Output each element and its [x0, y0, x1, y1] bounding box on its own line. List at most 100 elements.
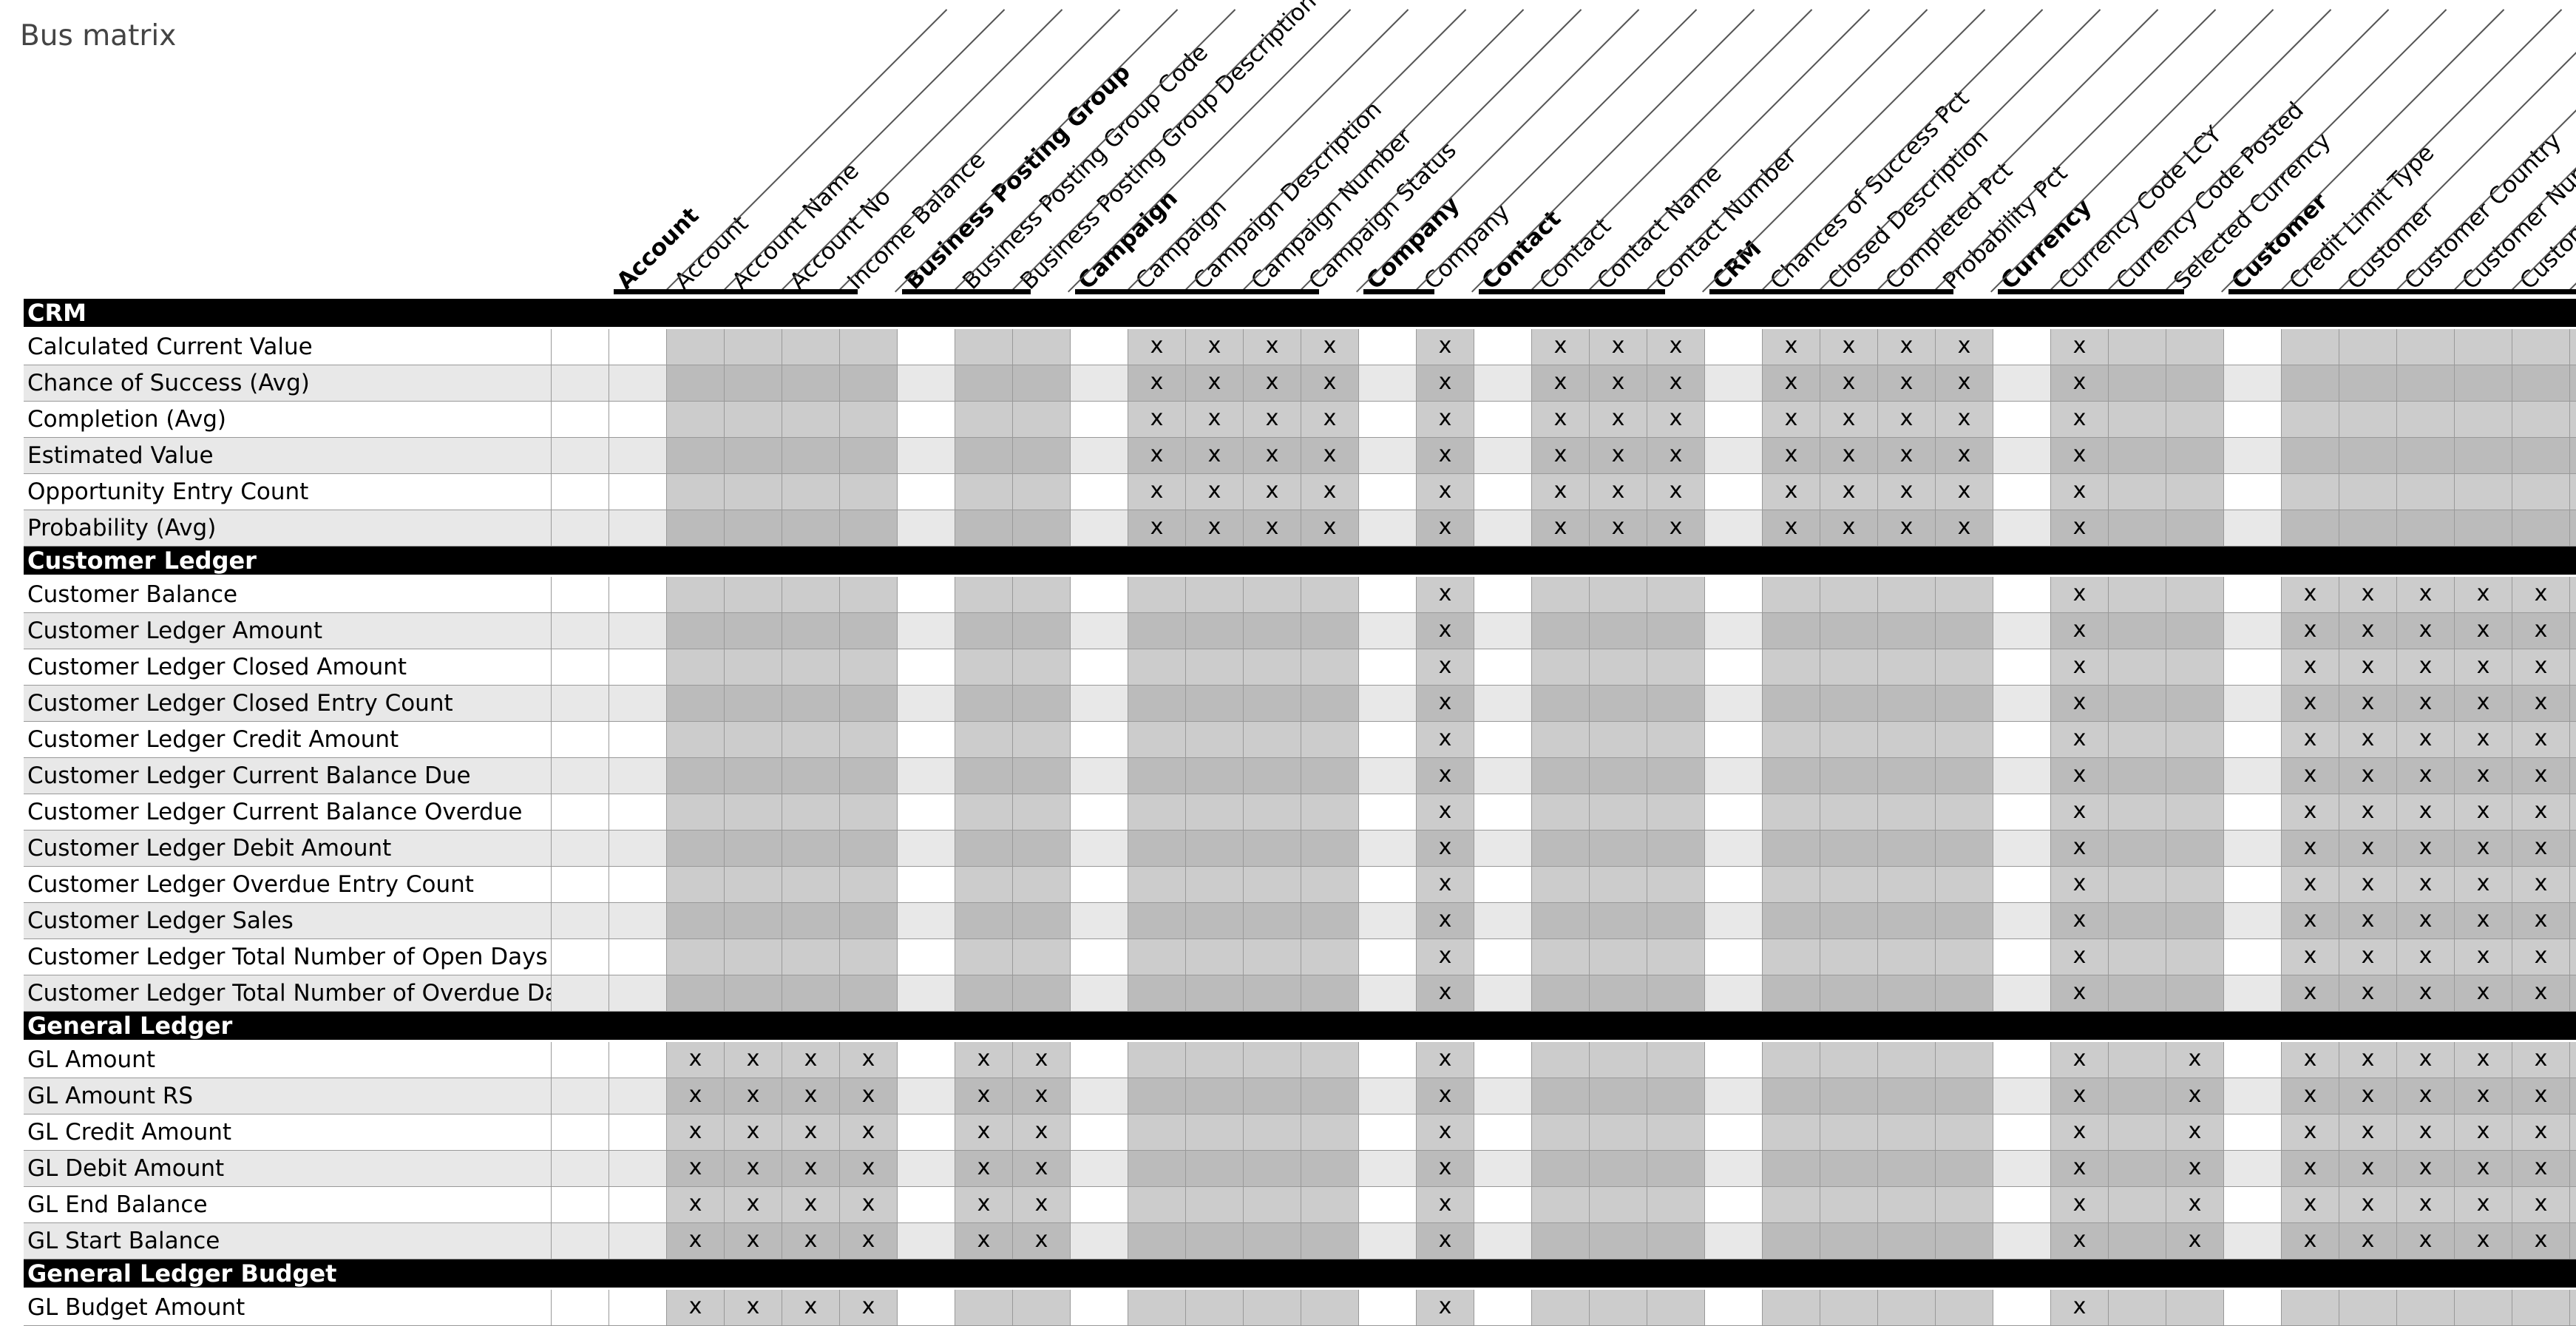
table-row: GL Amount RSxxxxxxxxxxxxxxx — [24, 1078, 2576, 1114]
matrix-cell: x — [725, 1042, 782, 1078]
matrix-cell: x — [2455, 867, 2512, 903]
matrix-cell — [2166, 975, 2224, 1012]
matrix-cell: x — [782, 1114, 840, 1151]
matrix-cell — [1532, 975, 1590, 1012]
matrix-cell: x — [2339, 722, 2397, 758]
matrix-cell — [1474, 649, 1532, 686]
matrix-cell — [1128, 722, 1186, 758]
matrix-cell: x — [725, 1114, 782, 1151]
matrix-cell: x — [2051, 867, 2109, 903]
matrix-cell — [2339, 474, 2397, 510]
matrix-cell — [898, 510, 955, 547]
matrix-cell — [955, 438, 1013, 474]
matrix-cell — [609, 903, 667, 939]
matrix-cell — [1301, 1042, 1359, 1078]
matrix-cell — [1474, 1223, 1532, 1259]
matrix-cell — [2109, 686, 2166, 722]
row-label: Customer Ledger Overdue Entry Count — [24, 867, 552, 903]
matrix-cell — [1359, 722, 1417, 758]
matrix-cell — [1878, 1187, 1936, 1223]
matrix-cell — [1071, 438, 1128, 474]
section-header: Customer Ledger — [24, 547, 2576, 575]
matrix-cell — [1820, 1078, 1878, 1114]
matrix-cell: x — [2512, 1078, 2570, 1114]
matrix-cell — [1301, 1114, 1359, 1151]
matrix-cell — [898, 1223, 955, 1259]
matrix-cell — [1763, 867, 1820, 903]
matrix-cell — [1474, 794, 1532, 831]
matrix-cell — [2224, 329, 2282, 365]
matrix-cell: x — [1590, 329, 1647, 365]
matrix-cell: x — [1820, 329, 1878, 365]
header-divider — [892, 293, 894, 295]
matrix-cell — [1763, 1151, 1820, 1187]
matrix-cell — [1878, 722, 1936, 758]
matrix-cell — [1993, 831, 2051, 867]
matrix-cell — [1071, 1223, 1128, 1259]
matrix-cell: x — [2051, 365, 2109, 402]
matrix-cell: x — [667, 1078, 725, 1114]
matrix-cell: x — [667, 1042, 725, 1078]
matrix-cell: x — [725, 1078, 782, 1114]
table-row: Probability (Avg) x x x x x x x x x x x x x — [24, 510, 2576, 547]
matrix-cell: x — [2455, 1187, 2512, 1223]
matrix-cell — [1359, 758, 1417, 794]
matrix-cell — [609, 1187, 667, 1223]
matrix-cell — [2166, 686, 2224, 722]
matrix-cell — [1359, 939, 1417, 975]
row-label: Chance of Success (Avg) — [24, 365, 552, 402]
matrix-cell: x — [2282, 1187, 2339, 1223]
table-row: Customer Ledger Current Balance Overdue x… — [24, 794, 2576, 831]
matrix-cell — [2397, 365, 2455, 402]
matrix-cell: x — [2397, 867, 2455, 903]
matrix-cell: x — [2282, 1151, 2339, 1187]
matrix-cell: x — [2455, 903, 2512, 939]
matrix-cell — [1532, 831, 1590, 867]
matrix-cell — [1071, 510, 1128, 547]
matrix-cell — [1647, 975, 1705, 1012]
matrix-cell: x — [1417, 577, 1474, 613]
matrix-cell — [1647, 686, 1705, 722]
matrix-cell — [1071, 474, 1128, 510]
matrix-cell — [1128, 939, 1186, 975]
matrix-cell — [1993, 794, 2051, 831]
matrix-cell — [1186, 722, 1244, 758]
matrix-cell: x — [2570, 577, 2576, 613]
matrix-cell: x — [2397, 613, 2455, 649]
matrix-cell: x — [1763, 329, 1820, 365]
matrix-cell — [2570, 438, 2576, 474]
matrix-cell — [1186, 903, 1244, 939]
matrix-cell — [1244, 975, 1301, 1012]
row-label: GL Amount — [24, 1042, 552, 1078]
matrix-cell — [552, 867, 609, 903]
matrix-cell: x — [1878, 329, 1936, 365]
matrix-cell — [1013, 903, 1071, 939]
matrix-cell — [2512, 474, 2570, 510]
matrix-cell — [609, 1114, 667, 1151]
row-label: Completion (Avg) — [24, 402, 552, 438]
matrix-cell — [1186, 831, 1244, 867]
matrix-cell — [898, 686, 955, 722]
matrix-cell — [1936, 975, 1993, 1012]
matrix-cell — [2512, 329, 2570, 365]
matrix-cell — [1993, 1187, 2051, 1223]
matrix-cell: x — [1128, 365, 1186, 402]
matrix-cell — [2224, 1187, 2282, 1223]
matrix-cell: x — [2455, 831, 2512, 867]
matrix-cell: x — [2051, 1187, 2109, 1223]
matrix-cell: x — [1763, 438, 1820, 474]
matrix-cell — [898, 831, 955, 867]
matrix-cell: x — [1301, 402, 1359, 438]
matrix-cell — [1647, 649, 1705, 686]
matrix-cell — [1013, 613, 1071, 649]
matrix-cell: x — [1590, 402, 1647, 438]
matrix-cell — [782, 722, 840, 758]
matrix-cell — [782, 474, 840, 510]
matrix-cell — [1244, 1223, 1301, 1259]
matrix-cell — [2455, 438, 2512, 474]
matrix-cell — [1590, 722, 1647, 758]
matrix-cell — [2109, 474, 2166, 510]
matrix-cell — [1359, 402, 1417, 438]
matrix-cell — [1705, 722, 1763, 758]
matrix-cell — [1820, 1290, 1878, 1326]
